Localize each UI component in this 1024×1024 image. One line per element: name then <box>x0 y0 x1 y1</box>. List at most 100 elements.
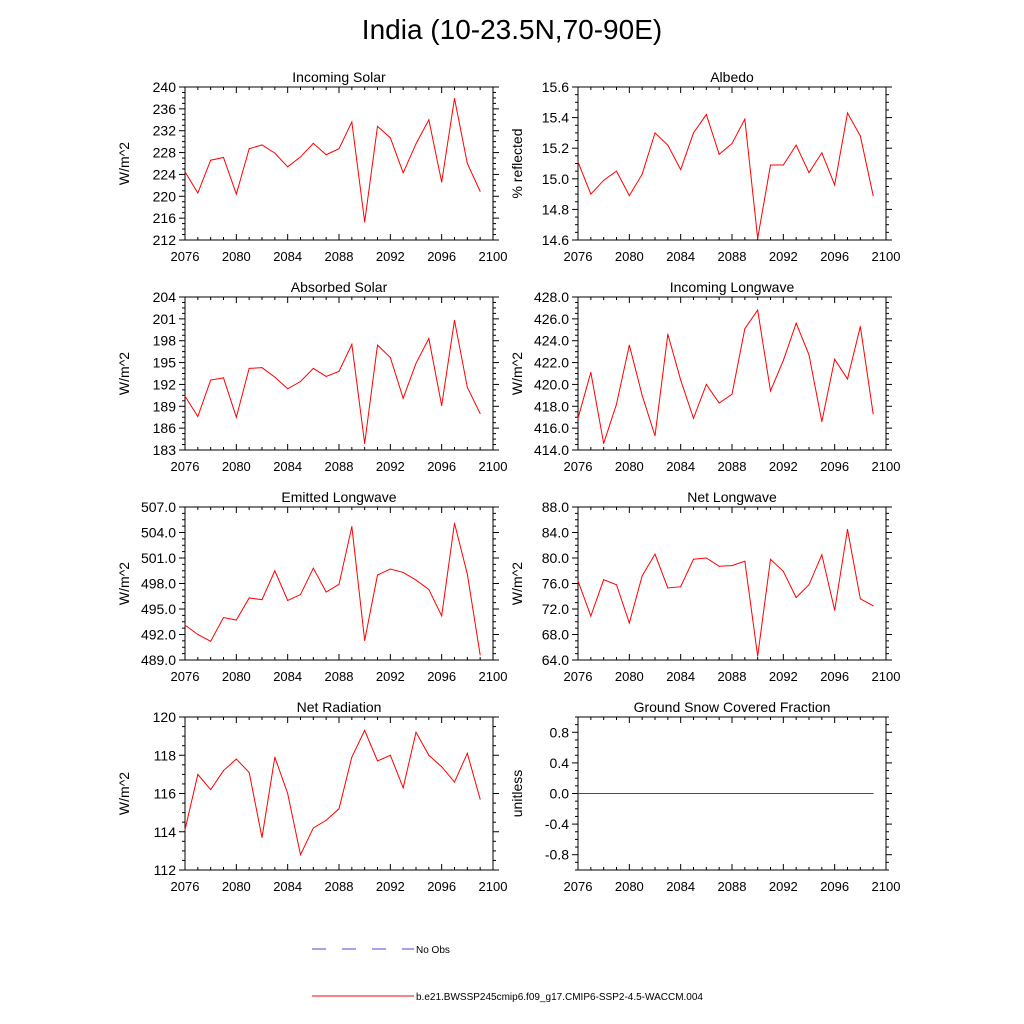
data-point <box>184 829 186 831</box>
data-point <box>248 367 250 369</box>
y-tick-label: 220 <box>153 188 177 204</box>
y-tick-label: 232 <box>153 123 177 139</box>
plot-frame <box>577 506 887 661</box>
data-point <box>641 394 643 396</box>
data-point <box>770 558 771 560</box>
y-tick-label: 422.0 <box>534 355 569 371</box>
data-point <box>847 793 848 794</box>
data-point <box>731 143 733 145</box>
y-tick-label: 0.0 <box>550 786 570 802</box>
panel-title: Emitted Longwave <box>281 489 396 505</box>
series-line <box>184 729 481 857</box>
y-tick-label: 116 <box>154 786 177 802</box>
y-axis-label: unitless <box>509 770 525 817</box>
data-point <box>808 584 810 586</box>
data-point <box>628 622 630 624</box>
data-point <box>693 558 694 560</box>
series-line <box>577 308 874 444</box>
x-tick-label: 2092 <box>376 249 405 264</box>
y-tick-label: 186 <box>153 420 177 436</box>
data-point <box>300 156 301 158</box>
data-point <box>577 793 579 794</box>
data-point <box>821 793 823 794</box>
x-tick-label: 2084 <box>666 879 695 894</box>
y-tick-label: -0.4 <box>545 816 569 832</box>
y-axis-label: W/m^2 <box>116 772 132 815</box>
data-point <box>428 754 430 756</box>
x-tick-label: 2096 <box>820 669 849 684</box>
data-point <box>667 793 669 794</box>
data-point <box>389 356 391 358</box>
y-tick-label: 0.8 <box>550 724 570 740</box>
x-tick-label: 2100 <box>872 669 901 684</box>
data-point <box>261 836 263 838</box>
data-point <box>834 793 836 794</box>
panel-emitted-longwave: Emitted Longwave W/m^2 2076 2080 2084 2088 209… <box>116 489 507 684</box>
data-point <box>402 172 404 174</box>
data-point <box>197 192 199 194</box>
data-point <box>782 359 784 361</box>
y-tick-label: 204 <box>153 289 177 305</box>
y-tick-label: 14.6 <box>542 232 569 248</box>
data-point <box>577 580 579 582</box>
panel-albedo: Albedo % reflected 2076 2080 2084 2088 2092 209… <box>509 69 900 264</box>
y-tick-label: 84.0 <box>542 525 569 541</box>
data-point <box>325 154 327 156</box>
data-point <box>287 388 289 390</box>
data-point <box>479 654 481 656</box>
legend-obs-label: No Obs <box>416 945 450 956</box>
data-point <box>795 144 797 146</box>
data-point <box>872 413 874 415</box>
data-point <box>466 573 468 575</box>
data-point <box>757 237 759 239</box>
y-axis-label: % reflected <box>509 128 525 198</box>
y-tick-label: -0.8 <box>545 847 569 863</box>
data-point <box>577 161 579 163</box>
data-point <box>402 571 404 573</box>
data-point <box>274 152 276 154</box>
data-point <box>744 793 746 794</box>
data-point <box>757 309 759 311</box>
data-point <box>454 97 455 99</box>
data-point <box>577 417 579 419</box>
data-point <box>782 164 784 166</box>
data-point <box>223 617 224 618</box>
data-point <box>590 193 592 195</box>
x-tick-label: 2076 <box>171 669 200 684</box>
y-tick-label: 224 <box>153 166 177 182</box>
x-tick-label: 2088 <box>325 459 354 474</box>
x-tick-label: 2080 <box>222 459 251 474</box>
x-tick-label: 2080 <box>222 249 251 264</box>
data-point <box>441 615 443 617</box>
data-point <box>261 144 263 146</box>
data-point <box>757 655 759 657</box>
data-point <box>364 639 366 641</box>
data-point <box>718 153 720 155</box>
x-tick-label: 2096 <box>427 249 456 264</box>
y-axis-label: W/m^2 <box>116 562 132 605</box>
data-point <box>197 415 199 417</box>
data-point <box>782 793 784 794</box>
y-tick-label: 15.4 <box>542 110 569 126</box>
data-point <box>454 522 455 524</box>
x-tick-label: 2080 <box>615 879 644 894</box>
y-tick-label: 76.0 <box>542 576 569 592</box>
data-point <box>590 793 592 794</box>
y-tick-label: 414.0 <box>534 442 569 458</box>
data-point <box>808 172 810 174</box>
y-axis-label: W/m^2 <box>509 562 525 605</box>
data-point <box>351 121 353 123</box>
panel-title: Absorbed Solar <box>291 279 388 295</box>
y-tick-label: 0.4 <box>550 755 570 771</box>
panel-title: Albedo <box>710 69 754 85</box>
panel-absorbed-solar: Absorbed Solar W/m^2 2076 2080 2084 2088 2092 2… <box>116 279 507 474</box>
x-tick-label: 2100 <box>479 459 508 474</box>
data-point <box>705 793 707 794</box>
data-point <box>210 159 212 161</box>
data-point <box>325 375 327 377</box>
data-point <box>616 403 617 405</box>
panel-incoming-longwave: Incoming Longwave W/m^2 2076 2080 2084 2088 20… <box>509 279 900 474</box>
data-point <box>693 417 694 419</box>
data-point <box>744 328 746 330</box>
